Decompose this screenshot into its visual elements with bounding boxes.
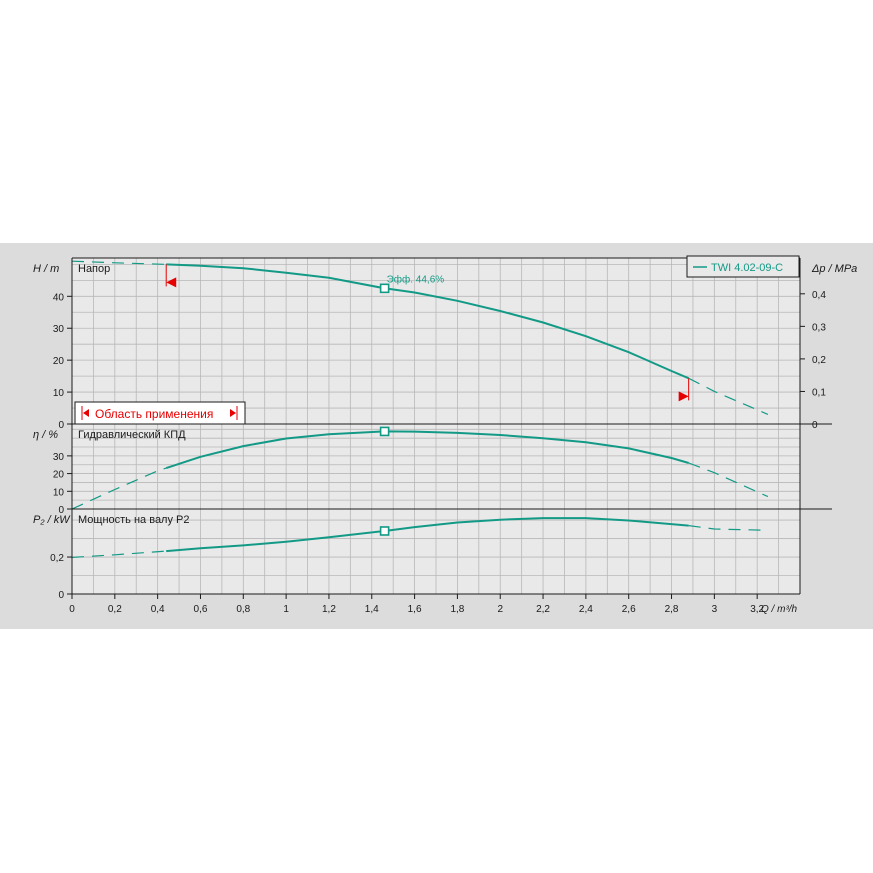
y-tick-label: 0 xyxy=(58,590,64,601)
x-tick-label: 2,6 xyxy=(622,604,636,615)
y-tick-label: 20 xyxy=(53,356,65,367)
range-end-arrow xyxy=(678,391,689,402)
curve-dashed-right xyxy=(688,377,769,415)
curve-solid xyxy=(166,263,690,380)
x-tick-label: 1,2 xyxy=(322,604,336,615)
y-axis-label: H / m xyxy=(33,263,59,275)
x-tick-label: 0,8 xyxy=(236,604,250,615)
application-range-legend: Область применения xyxy=(74,401,246,425)
y2-tick-label: 0 xyxy=(812,420,818,431)
curve-dashed-left xyxy=(71,467,167,510)
y-tick-label: 30 xyxy=(53,324,65,335)
x-tick-label: 2,4 xyxy=(579,604,593,615)
legend-label: TWI 4.02-09-C xyxy=(711,262,783,274)
x-axis-label: Q / m³/h xyxy=(761,604,798,615)
range-label-box xyxy=(74,401,246,425)
efficiency-label: Эфф. 44,6% xyxy=(387,273,445,285)
x-tick-label: 1 xyxy=(283,604,289,615)
x-tick-label: 1,4 xyxy=(365,604,379,615)
y-tick-label: 0 xyxy=(58,420,64,431)
operating-point-marker xyxy=(379,283,390,294)
x-tick-label: 2,8 xyxy=(665,604,679,615)
range-label-text: Область применения xyxy=(95,407,213,421)
y-tick-label: 40 xyxy=(53,292,65,303)
range-label-arrow-left xyxy=(83,409,89,417)
operating-point-marker xyxy=(379,426,390,437)
curve-dashed-left xyxy=(71,260,167,265)
panel-title: Гидравлический КПД xyxy=(78,429,186,441)
x-tick-label: 0,6 xyxy=(194,604,208,615)
legend: TWI 4.02-09-C xyxy=(686,255,800,278)
x-tick-label: 0,4 xyxy=(151,604,165,615)
range-start-arrow xyxy=(166,277,177,288)
x-tick-label: 2 xyxy=(497,604,503,615)
curve-dashed-right xyxy=(688,462,769,498)
y-tick-label: 10 xyxy=(53,487,65,498)
panel-title: Напор xyxy=(78,263,110,275)
legend-box xyxy=(686,255,800,278)
y-axis-label: η / % xyxy=(33,429,58,441)
x-tick-label: 1,8 xyxy=(450,604,464,615)
curve-dashed-left xyxy=(71,550,167,558)
x-tick-label: 2,2 xyxy=(536,604,550,615)
y2-tick-label: 0,4 xyxy=(812,290,826,301)
y2-axis-label: Δp / MPa xyxy=(811,263,857,275)
range-label-arrow-right xyxy=(230,409,236,417)
x-tick-label: 0,2 xyxy=(108,604,122,615)
x-tick-label: 0 xyxy=(69,604,75,615)
curve-solid xyxy=(166,517,689,553)
curve-dashed-right xyxy=(688,525,768,531)
operating-point-marker xyxy=(379,526,390,536)
x-tick-label: 3,2 xyxy=(750,604,764,615)
panel-title: Мощность на валу P2 xyxy=(78,514,190,526)
pump-curve-chart: 0 10 20 30 40 H / m Напор 0 0,1 0,2 0,3 0,4 Δp / MPa… xyxy=(0,243,873,629)
x-tick-label: 3 xyxy=(712,604,718,615)
x-tick-label: 1,6 xyxy=(408,604,422,615)
y2-tick-label: 0,3 xyxy=(812,322,826,333)
y-tick-label: 20 xyxy=(53,470,65,481)
y-tick-label: 30 xyxy=(53,452,65,463)
y-axis-label: P₂ / kW xyxy=(33,514,71,526)
y-tick-label: 10 xyxy=(53,388,65,399)
y-tick-label: 0 xyxy=(58,505,64,516)
y-tick-label: 0,2 xyxy=(50,553,64,564)
y2-tick-label: 0,1 xyxy=(812,387,826,398)
curve-solid xyxy=(165,430,689,470)
y2-tick-label: 0,2 xyxy=(812,355,826,366)
